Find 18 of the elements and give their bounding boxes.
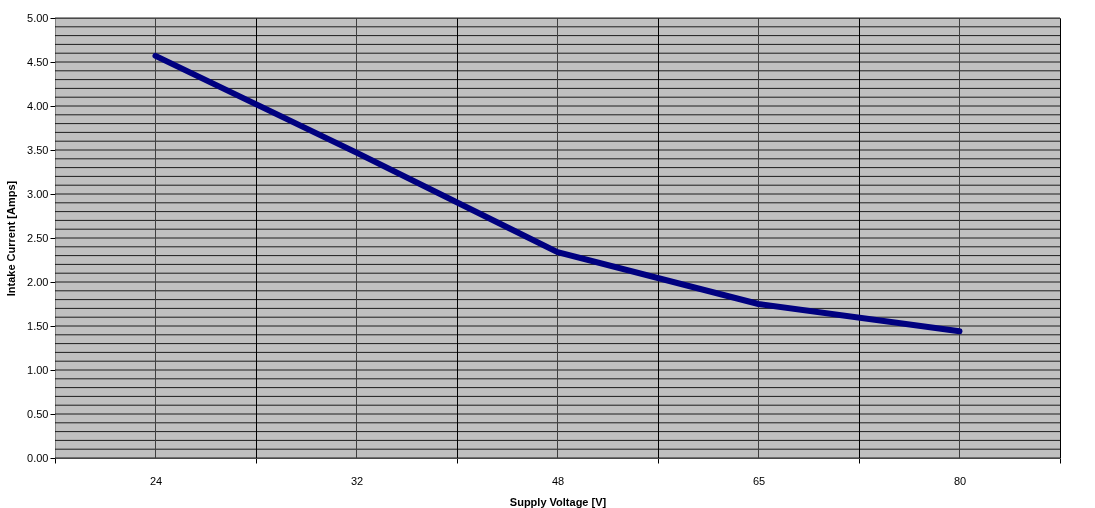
y-tick-label: 0.00 [27, 451, 49, 464]
x-tick-label: 24 [149, 474, 163, 487]
x-tick-label: 80 [953, 474, 967, 487]
x-tick-label: 65 [752, 474, 766, 487]
y-tick-label: 5.00 [27, 11, 49, 24]
y-tick-label: 1.50 [27, 319, 49, 332]
y-tick-label: 1.00 [27, 363, 49, 376]
y-tick-label: 2.00 [27, 275, 49, 288]
y-axis-title: Intake Current [Amps] [5, 180, 18, 297]
y-tick-label: 4.50 [27, 55, 49, 68]
x-axis-title: Supply Voltage [V] [509, 495, 607, 508]
y-tick-label: 4.00 [27, 99, 49, 112]
y-tick-label: 2.50 [27, 231, 49, 244]
y-tick-label: 3.50 [27, 143, 49, 156]
x-tick-label: 48 [551, 474, 565, 487]
x-tick-label: 32 [350, 474, 364, 487]
y-tick-label: 0.50 [27, 407, 49, 420]
y-tick-label: 3.00 [27, 187, 49, 200]
